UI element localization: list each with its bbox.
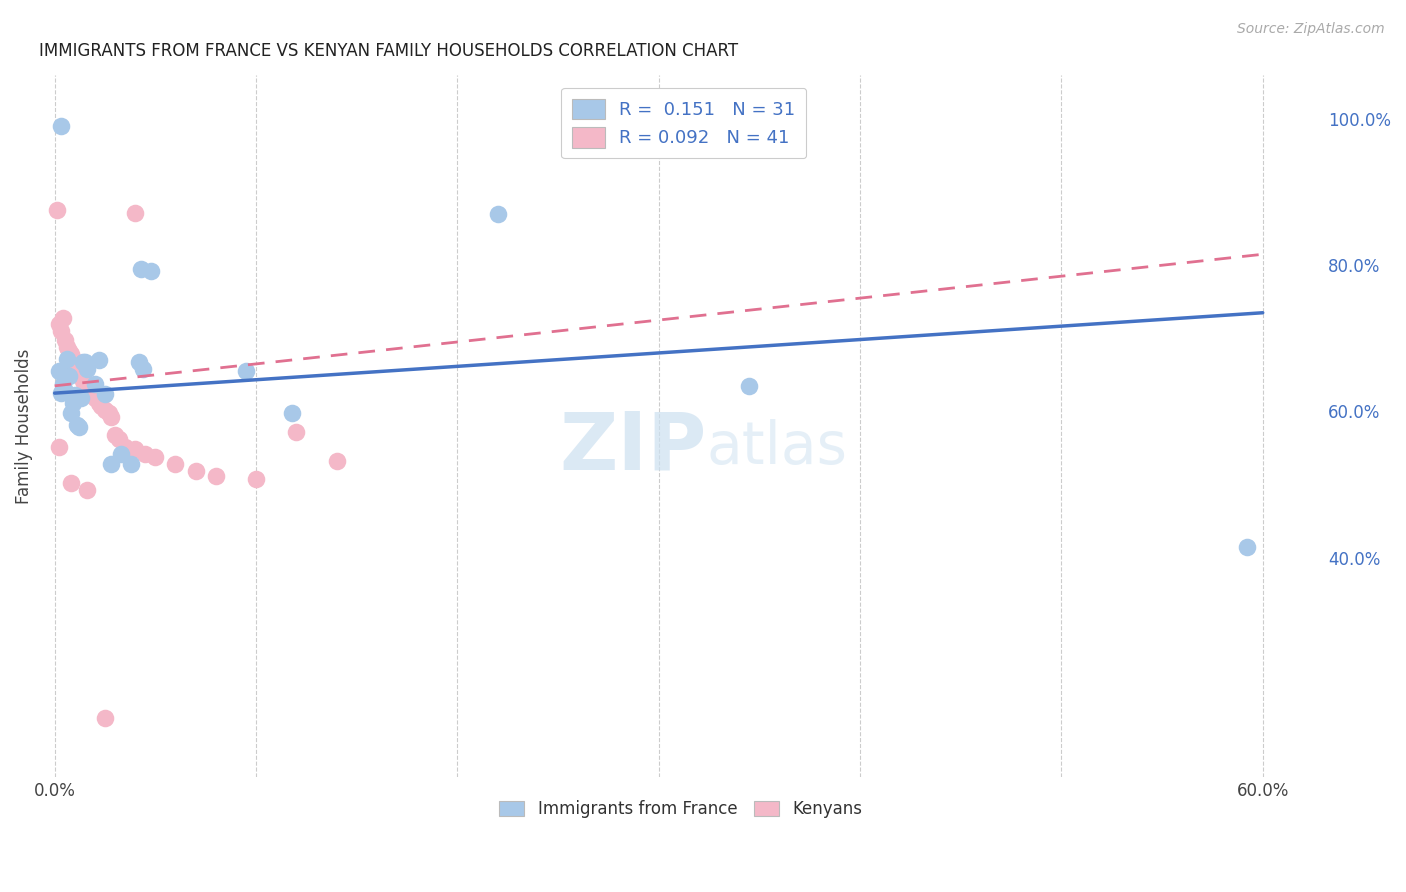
Point [325,454,347,468]
Point [486,207,509,221]
Point [48,317,70,331]
Point [110,447,132,461]
Point [84,391,107,405]
Text: ZIP: ZIP [560,408,707,486]
Point [73,376,96,391]
Point [59,347,82,361]
Point [143,450,166,464]
Point [72,374,94,388]
Point [285,425,308,439]
Point [69,369,91,384]
Point [120,457,142,471]
Point [58,369,80,384]
Point [738,379,761,393]
Point [66,417,89,432]
Point [124,205,146,219]
Text: IMMIGRANTS FROM FRANCE VS KENYAN FAMILY HOUSEHOLDS CORRELATION CHART: IMMIGRANTS FROM FRANCE VS KENYAN FAMILY … [38,42,738,60]
Point [59,476,82,491]
Point [134,447,156,461]
Point [66,362,89,376]
Point [53,333,76,347]
Point [82,388,104,402]
Point [62,395,84,409]
Point [73,355,96,369]
Point [94,403,117,417]
Point [204,468,226,483]
Point [84,376,107,391]
Point [114,440,136,454]
Point [94,711,117,725]
Point [62,351,84,366]
Point [72,355,94,369]
Point [52,310,75,325]
Point [55,340,77,354]
Point [53,384,76,398]
Point [76,483,98,498]
Point [45,203,67,218]
Point [90,399,112,413]
Point [124,442,146,457]
Point [52,376,75,391]
Point [100,410,122,425]
Point [94,387,117,401]
Point [87,395,110,409]
Y-axis label: Family Households: Family Households [15,349,32,504]
Point [55,351,77,366]
Point [141,264,163,278]
Point [58,344,80,359]
Point [48,364,70,378]
Point [129,261,152,276]
Point [63,359,86,373]
Point [98,406,121,420]
Point [245,472,267,486]
Point [108,432,131,446]
Point [128,355,150,369]
Point [67,367,90,381]
Legend: Immigrants from France, Kenyans: Immigrants from France, Kenyans [492,793,869,825]
Point [165,457,187,471]
Point [76,362,98,376]
Point [235,364,257,378]
Point [49,120,72,134]
Point [69,391,91,405]
Text: atlas: atlas [707,418,848,475]
Point [1236,540,1258,554]
Point [132,362,155,376]
Point [59,406,82,420]
Point [104,427,127,442]
Point [48,440,70,454]
Point [49,386,72,401]
Point [184,464,207,478]
Point [281,406,304,420]
Point [76,381,98,395]
Text: Source: ZipAtlas.com: Source: ZipAtlas.com [1237,22,1385,37]
Point [49,324,72,338]
Point [87,353,110,368]
Point [80,384,103,398]
Point [63,388,86,402]
Point [100,457,122,471]
Point [67,420,90,434]
